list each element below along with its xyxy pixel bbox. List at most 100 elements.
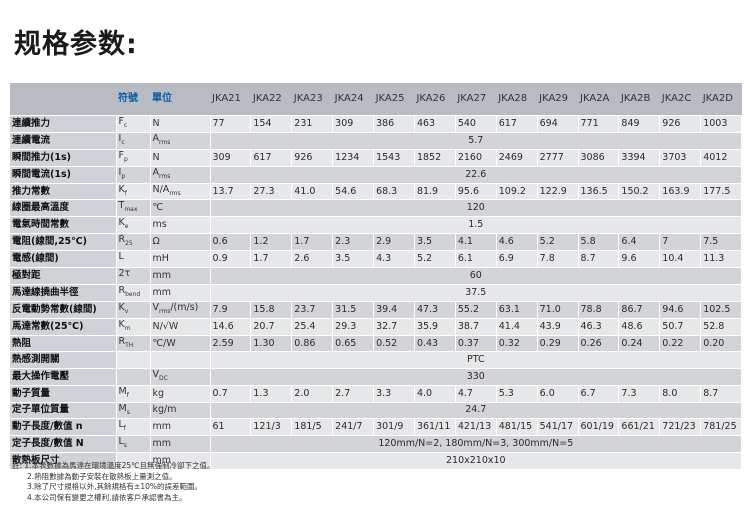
unit-text: kg/m [152,404,177,416]
value-cell: 694 [537,115,579,133]
symbol-text: K [118,318,125,330]
param-label: 動子質量 [10,385,117,403]
unit-cell: mm [150,284,211,302]
symbol-cell: Tmax [116,199,151,218]
value-cell: 617 [250,149,293,167]
symbol-cell: RTH [116,335,151,353]
unit-suffix: /(m/s) [170,301,199,313]
unit-cell [150,351,211,369]
symbol-text: K [118,301,125,313]
value-cell: 78.8 [578,301,620,319]
param-label: 極對距 [10,267,117,285]
param-label: 電氣時間常數 [10,216,117,235]
value-cell: 3.5 [414,233,456,252]
param-label: 熱阻 [10,335,117,353]
symbol-text: M [118,385,127,397]
value-cell: 1.3 [250,385,293,403]
footnotes: 註: 1.本表數據為馬達在環境溫度25℃且無強制冷卻下之值。 2.熱阻數據為動子… [12,461,712,503]
header-model: JKA2C [659,83,701,116]
value-cell: 926 [659,115,702,133]
unit-cell: VDC [150,368,211,386]
symbol-text: R [118,284,126,296]
symbol-subscript: 25 [125,240,133,248]
value-cell: 7.3 [618,385,661,403]
merged-value-cell: 22.6 [210,166,743,184]
value-cell: 231 [291,115,334,133]
value-cell: 177.5 [700,183,743,201]
symbol-subscript: c [123,121,128,129]
value-cell: 617 [496,115,538,133]
table-row: 推力常數 Kf N/Arms 13.7 27.3 41.0 54.6 68.3 81.9 95.6… [10,183,743,201]
symbol-subscript: f [124,189,127,197]
symbol-cell: Ke [116,216,151,235]
spec-table: 符號 單位 JKA21 JKA22 JKA23 JKA24 JKA25 JKA2… [10,83,743,470]
param-label: 馬達線撓曲半徑 [10,284,117,302]
value-cell: 43.9 [537,318,579,336]
value-cell: 241/7 [332,418,375,437]
merged-value-cell: PTC [210,351,743,369]
value-cell: 39.4 [373,301,415,319]
table-row: 連續電流 Ic Arms 5.7 [10,132,743,150]
value-cell: 1.7 [250,250,293,269]
symbol-subscript: c [121,138,125,146]
table-row: 動子質量 Mf kg 0.7 1.3 2.0 2.7 3.3 4.0 4.7 5.3 6.0 6.7 7.… [10,385,743,403]
value-cell: 29.3 [332,318,375,336]
value-cell: 0.24 [618,335,661,353]
symbol-cell: Ms [116,402,151,420]
header-model: JKA22 [250,83,292,116]
unit-subscript: rms [169,189,181,197]
value-cell: 4012 [700,149,743,167]
symbol-subscript: p [123,155,128,163]
value-cell: 8.0 [659,385,702,403]
value-cell: 10.4 [659,250,702,269]
merged-value-cell: 210x210x10 [210,452,743,470]
value-cell: 0.26 [578,335,620,353]
value-cell: 8.7 [700,385,743,403]
value-cell: 48.6 [618,318,661,336]
footnote: 註: 1.本表數據為馬達在環境溫度25℃且無強制冷卻下之值。 [12,461,215,470]
footnote: 3.除了尺寸規格以外,其餘規格有±10%的誤差範圍。 [27,482,202,491]
value-cell: 0.22 [659,335,702,353]
symbol-text: L [118,251,124,263]
unit-cell: ℃ [150,199,211,218]
symbol-text: L [118,419,124,431]
value-cell: 926 [291,149,334,167]
symbol-cell [116,452,151,470]
symbol-text: R [118,335,126,347]
value-cell: 31.5 [332,301,375,319]
symbol-subscript: s [123,442,127,450]
unit-text: N/A [152,183,170,195]
value-cell: 1003 [700,115,743,133]
symbol-text: 2τ [118,268,131,280]
value-cell: 94.6 [659,301,702,319]
symbol-text: L [118,436,124,448]
unit-text: N [152,117,160,129]
value-cell: 361/11 [414,418,456,437]
symbol-cell: Ls [116,435,151,454]
value-cell: 6.9 [496,250,538,269]
param-label: 定子單位質量 [10,402,117,420]
value-cell: 0.20 [700,335,743,353]
value-cell: 5.3 [496,385,538,403]
symbol-subscript: max [124,206,138,214]
header-model: JKA23 [291,83,333,116]
merged-value-cell: 5.7 [210,132,743,150]
symbol-cell [116,368,151,386]
value-cell: 27.3 [250,183,293,201]
value-cell: 4.6 [496,233,538,252]
value-cell: 6.7 [578,385,620,403]
merged-value-cell: 24.7 [210,402,743,420]
unit-subscript: rms [159,138,171,146]
value-cell: 38.7 [455,318,497,336]
table-row: 電阻(線間,25℃) R25 Ω 0.6 1.2 1.7 2.3 2.9 3.5 4.1 4.6 5.… [10,233,743,252]
symbol-subscript: v [124,307,129,315]
value-cell: 4.0 [414,385,456,403]
symbol-subscript: m [124,324,131,332]
table-row: 定子長度/數值 N Ls mm 120mm/N=2, 180mm/N=3, 300mm… [10,435,743,454]
table-row: 線圈最高溫度 Tmax ℃ 120 [10,199,743,218]
value-cell: 0.7 [210,385,252,403]
symbol-cell: Fp [116,149,151,167]
table-row: 熱阻 RTH ℃/W 2.59 1.30 0.86 0.65 0.52 0.43 0.37 0.32… [10,335,743,353]
merged-value-cell: 1.5 [210,216,743,235]
header-model: JKA28 [496,83,538,116]
